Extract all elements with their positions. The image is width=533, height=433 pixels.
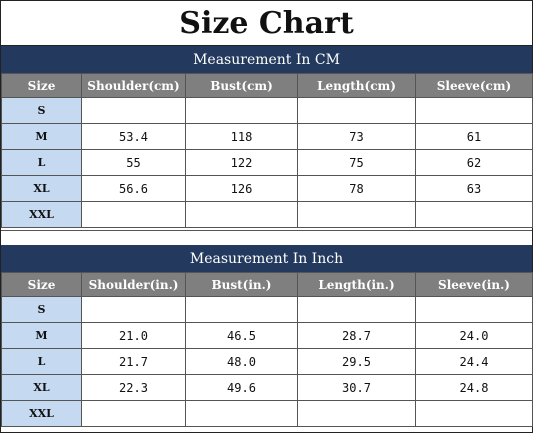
size-label: XL — [1, 175, 82, 202]
sleeve-value: 24.4 — [415, 348, 533, 375]
shoulder-value — [81, 296, 186, 323]
bust-value: 48.0 — [185, 348, 298, 375]
header-length: Length(cm) — [297, 73, 416, 98]
inch-header-row: Size Shoulder(in.) Bust(in.) Length(in.)… — [1, 272, 533, 297]
shoulder-value: 56.6 — [81, 175, 186, 202]
sleeve-value: 24.0 — [415, 322, 533, 349]
table-row: M 53.4 118 73 61 — [1, 123, 533, 150]
shoulder-value: 21.7 — [81, 348, 186, 375]
table-row: XXL — [1, 201, 533, 228]
length-value: 29.5 — [297, 348, 416, 375]
length-value — [297, 201, 416, 228]
shoulder-value: 21.0 — [81, 322, 186, 349]
bust-value — [185, 400, 298, 427]
length-value: 78 — [297, 175, 416, 202]
inch-section: Measurement In Inch Size Shoulder(in.) B… — [1, 245, 533, 427]
bust-value — [185, 296, 298, 323]
size-label: XL — [1, 374, 82, 401]
size-label: L — [1, 149, 82, 176]
bust-value — [185, 97, 298, 124]
header-size: Size — [1, 73, 82, 98]
bust-value: 46.5 — [185, 322, 298, 349]
sleeve-value: 62 — [415, 149, 533, 176]
shoulder-value — [81, 400, 186, 427]
size-label: XXL — [1, 400, 82, 427]
header-shoulder: Shoulder(cm) — [81, 73, 186, 98]
bust-value: 126 — [185, 175, 298, 202]
sleeve-value — [415, 400, 533, 427]
header-size: Size — [1, 272, 82, 297]
cm-table: Size Shoulder(cm) Bust(cm) Length(cm) Sl… — [1, 73, 533, 228]
table-row: L 55 122 75 62 — [1, 149, 533, 176]
table-row: S — [1, 97, 533, 124]
inch-section-title: Measurement In Inch — [1, 245, 532, 272]
header-sleeve: Sleeve(cm) — [415, 73, 533, 98]
length-value: 73 — [297, 123, 416, 150]
length-value: 30.7 — [297, 374, 416, 401]
table-row: XL 56.6 126 78 63 — [1, 175, 533, 202]
bust-value: 118 — [185, 123, 298, 150]
sleeve-value — [415, 296, 533, 323]
length-value: 75 — [297, 149, 416, 176]
size-label: XXL — [1, 201, 82, 228]
inch-table: Size Shoulder(in.) Bust(in.) Length(in.)… — [1, 272, 533, 427]
shoulder-value — [81, 201, 186, 228]
size-label: S — [1, 296, 82, 323]
length-value — [297, 400, 416, 427]
header-bust: Bust(cm) — [185, 73, 298, 98]
table-row: S — [1, 296, 533, 323]
header-length: Length(in.) — [297, 272, 416, 297]
table-row: XXL — [1, 400, 533, 427]
cm-section-title: Measurement In CM — [1, 46, 532, 73]
cm-section: Measurement In CM Size Shoulder(cm) Bust… — [1, 46, 533, 228]
table-row: L 21.7 48.0 29.5 24.4 — [1, 348, 533, 375]
header-shoulder: Shoulder(in.) — [81, 272, 186, 297]
header-sleeve: Sleeve(in.) — [415, 272, 533, 297]
length-value — [297, 296, 416, 323]
sleeve-value — [415, 97, 533, 124]
cm-header-row: Size Shoulder(cm) Bust(cm) Length(cm) Sl… — [1, 73, 533, 98]
shoulder-value: 22.3 — [81, 374, 186, 401]
page-title: Size Chart — [1, 1, 532, 46]
bust-value: 122 — [185, 149, 298, 176]
length-value — [297, 97, 416, 124]
shoulder-value: 53.4 — [81, 123, 186, 150]
size-label: M — [1, 322, 82, 349]
sleeve-value: 61 — [415, 123, 533, 150]
bust-value: 49.6 — [185, 374, 298, 401]
shoulder-value: 55 — [81, 149, 186, 176]
size-label: M — [1, 123, 82, 150]
table-row: M 21.0 46.5 28.7 24.0 — [1, 322, 533, 349]
length-value: 28.7 — [297, 322, 416, 349]
sleeve-value: 63 — [415, 175, 533, 202]
table-row: XL 22.3 49.6 30.7 24.8 — [1, 374, 533, 401]
size-label: S — [1, 97, 82, 124]
sleeve-value — [415, 201, 533, 228]
size-label: L — [1, 348, 82, 375]
section-divider — [1, 230, 532, 246]
bust-value — [185, 201, 298, 228]
shoulder-value — [81, 97, 186, 124]
sleeve-value: 24.8 — [415, 374, 533, 401]
header-bust: Bust(in.) — [185, 272, 298, 297]
